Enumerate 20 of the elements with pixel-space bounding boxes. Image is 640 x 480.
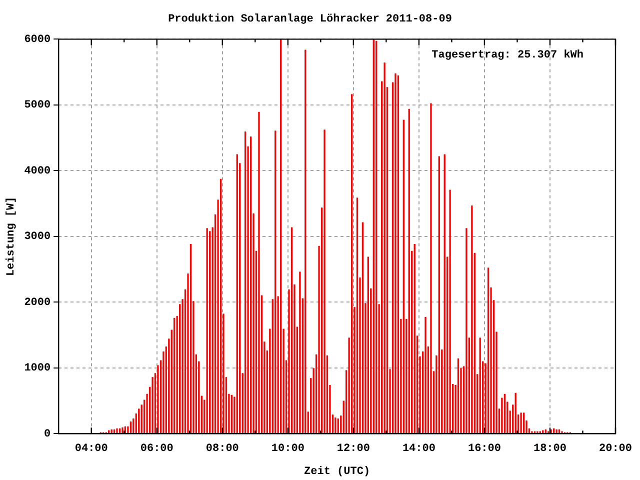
x-tick-label: 06:00	[140, 442, 174, 455]
x-tick-label: 12:00	[336, 442, 370, 455]
x-tick-label: 08:00	[206, 442, 239, 455]
x-tick-label: 14:00	[402, 442, 436, 455]
y-tick-label: 0	[44, 428, 51, 440]
x-tick-label: 10:00	[271, 442, 304, 455]
y-tick-label: 4000	[24, 165, 51, 178]
x-axis-title: Zeit (UTC)	[304, 466, 370, 478]
x-tick-label: 20:00	[598, 442, 632, 455]
y-tick-label: 1000	[24, 362, 51, 375]
chart-title: Produktion Solaranlage Löhracker 2011-08-09	[168, 13, 452, 26]
annotation: Tagesertrag: 25.307 kWh	[432, 49, 584, 62]
x-tick-label: 18:00	[533, 442, 566, 455]
y-tick-label: 2000	[24, 296, 51, 309]
y-tick-label: 3000	[24, 231, 51, 244]
y-tick-label: 5000	[24, 100, 51, 112]
x-tick-label: 04:00	[74, 442, 108, 455]
x-tick-label: 16:00	[468, 442, 501, 455]
y-axis-title: Leistung [W]	[5, 196, 18, 276]
y-tick-label: 6000	[24, 34, 51, 46]
